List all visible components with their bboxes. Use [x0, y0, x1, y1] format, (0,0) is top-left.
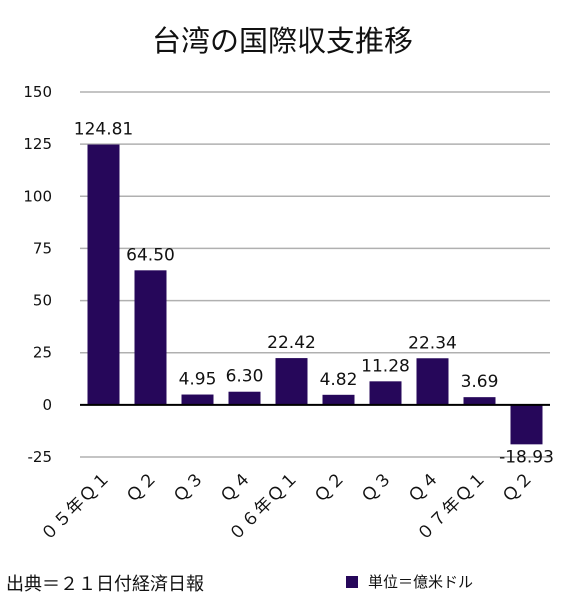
y-tick-label: 100 — [23, 187, 52, 205]
data-label: 124.81 — [74, 120, 133, 140]
x-tick-label: Ｑ２ — [122, 467, 162, 507]
data-label: -18.93 — [499, 447, 554, 467]
y-tick-label: 75 — [33, 239, 52, 257]
x-tick-label: Ｑ２ — [498, 467, 538, 507]
data-label: 64.50 — [126, 245, 175, 265]
data-label: 4.82 — [320, 370, 358, 390]
bar — [463, 397, 496, 405]
legend-swatch — [346, 575, 358, 588]
data-label: 6.30 — [226, 367, 264, 387]
data-label: 3.69 — [461, 372, 499, 392]
x-tick-label: Ｑ３ — [357, 467, 397, 507]
y-tick-label: 0 — [42, 396, 52, 414]
x-tick-label: Ｑ３ — [169, 467, 209, 507]
bar — [228, 391, 261, 405]
bar — [416, 358, 449, 405]
data-label: 4.95 — [179, 370, 217, 390]
bar — [510, 404, 543, 445]
bar — [87, 144, 120, 405]
x-tick-label: Ｑ２ — [310, 467, 350, 507]
bar — [181, 394, 214, 405]
bar — [134, 270, 167, 405]
data-label: 22.34 — [408, 333, 457, 353]
y-tick-label: 150 — [23, 83, 52, 101]
y-tick-label: 125 — [23, 135, 52, 153]
chart-title: 台湾の国際収支推移 — [151, 24, 413, 58]
source-note: 出典＝２１日付経済日報 — [6, 574, 204, 595]
y-tick-label: 50 — [33, 292, 52, 310]
y-tick-label: -25 — [28, 448, 53, 466]
data-label: 22.42 — [267, 333, 316, 353]
y-tick-label: 25 — [33, 344, 52, 362]
x-tick-label: ０５年Ｑ１ — [37, 467, 115, 545]
bar — [275, 358, 308, 405]
bar — [369, 381, 402, 405]
bar — [322, 394, 355, 405]
x-tick-label: Ｑ４ — [404, 467, 444, 507]
data-label: 11.28 — [361, 356, 410, 376]
legend: 単位＝億米ドル — [346, 571, 473, 592]
x-tick-label: Ｑ４ — [216, 467, 256, 507]
legend-label: 単位＝億米ドル — [368, 573, 474, 591]
